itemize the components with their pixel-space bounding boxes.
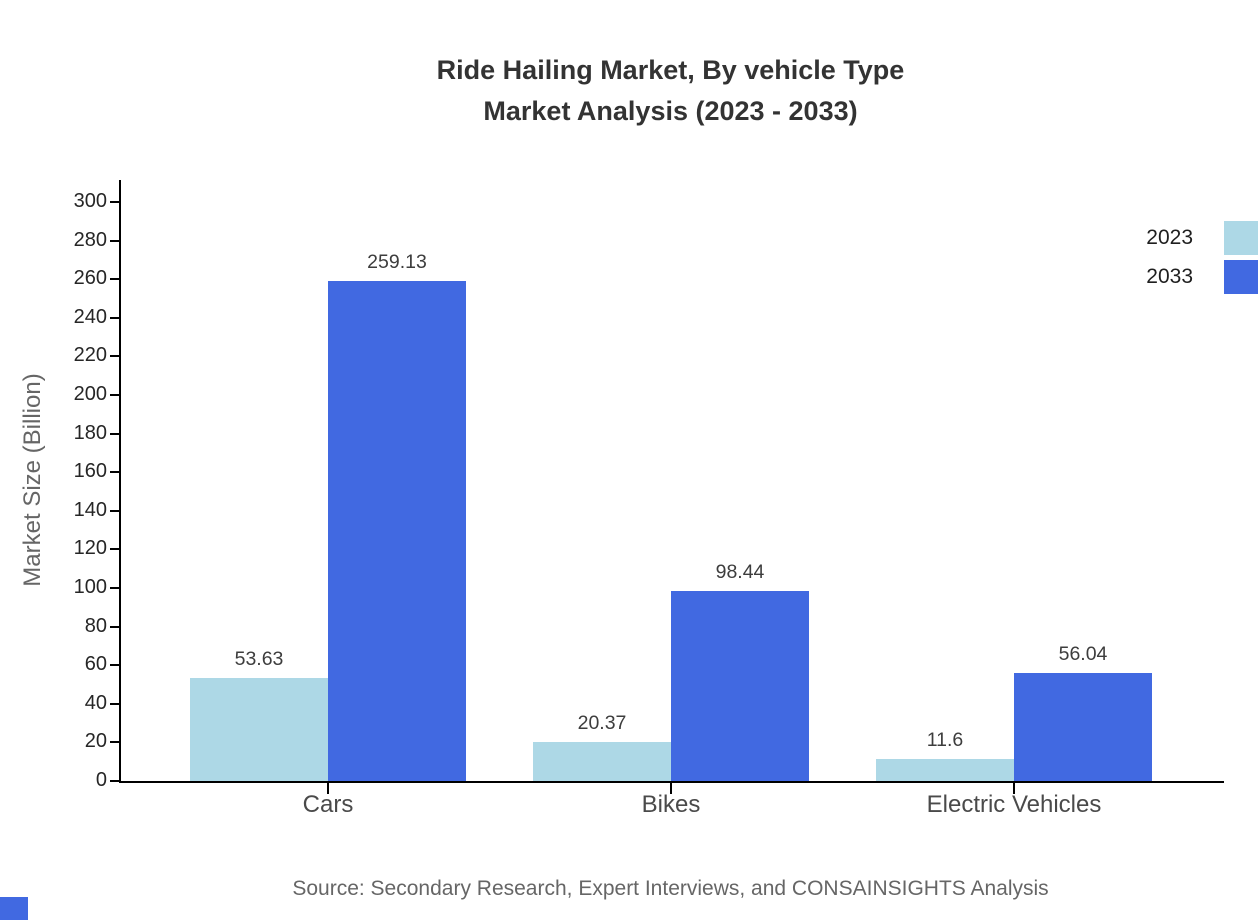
chart-title-line-2: Market Analysis (2023 - 2033) — [483, 96, 858, 126]
bar-2033-bikes — [671, 591, 809, 781]
legend-item-2033: 2033 — [1146, 260, 1258, 294]
y-axis-tick-label: 140 — [73, 498, 107, 521]
y-axis-tick — [110, 741, 119, 744]
y-axis-tick — [110, 355, 119, 358]
y-axis-tick-label: 100 — [73, 576, 107, 598]
bar-value-label: 11.6 — [926, 728, 964, 751]
y-axis-tick — [110, 780, 119, 782]
x-axis-tick — [670, 783, 672, 794]
y-axis-tick-label: 200 — [73, 383, 107, 405]
bar-2033-electric-vehicles — [1014, 672, 1152, 781]
bar-2023-bikes — [533, 741, 671, 781]
y-axis-tick — [110, 278, 119, 281]
y-axis-tick-label: 160 — [73, 460, 107, 483]
bar-2033-cars — [328, 280, 466, 781]
y-axis-tick-label: 20 — [84, 730, 107, 753]
x-axis-tick — [1013, 783, 1015, 794]
y-axis-tick-label: 0 — [95, 769, 107, 791]
y-axis-tick — [110, 509, 119, 512]
legend-item-2023: 2023 — [1146, 221, 1258, 255]
y-axis-tick — [110, 432, 119, 435]
y-axis-tick-label: 280 — [73, 228, 107, 251]
plot-area: 0 20 40 60 80 100 120 140 160 180 200 220 240 260 280 3… — [74, 180, 1224, 818]
y-axis-tick-label: 300 — [73, 190, 107, 212]
y-axis-tick-label: 120 — [73, 537, 107, 560]
y-axis-tick-label: 220 — [73, 344, 107, 367]
bar-value-label: 53.63 — [234, 647, 284, 670]
y-axis-tick-label: 240 — [73, 305, 107, 328]
x-axis-category-label: Cars — [302, 791, 354, 818]
legend-swatch-2033 — [1224, 260, 1258, 294]
y-axis-tick — [110, 239, 119, 242]
y-axis-tick — [110, 316, 119, 319]
y-axis-tick — [110, 625, 119, 628]
bar-value-label: 259.13 — [367, 250, 427, 273]
x-axis-category-label: Bikes — [641, 791, 701, 818]
legend: 2023 2033 — [1146, 221, 1258, 294]
y-axis-tick-label: 40 — [84, 691, 107, 714]
y-axis-tick — [110, 587, 119, 589]
y-axis-tick — [110, 702, 119, 705]
legend-swatch-2023 — [1224, 221, 1258, 255]
chart-title: Ride Hailing Market, By vehicle Type Mar… — [119, 50, 1222, 132]
legend-label-2033: 2033 — [1146, 265, 1193, 288]
bar-2023-electric-vehicles — [876, 758, 1014, 781]
x-axis-tick — [327, 783, 329, 794]
y-axis-tick — [110, 664, 119, 667]
y-axis-tick — [110, 548, 119, 551]
bar-2023-cars — [190, 677, 328, 781]
source-attribution: Source: Secondary Research, Expert Inter… — [292, 877, 1049, 900]
legend-label-2023: 2023 — [1146, 226, 1193, 249]
y-axis-tick — [110, 471, 119, 474]
chart-title-line-1: Ride Hailing Market, By vehicle Type — [436, 55, 905, 85]
y-axis-tick-label: 60 — [84, 653, 107, 676]
y-axis-tick-label: 80 — [84, 614, 107, 637]
y-axis-tick-label: 260 — [73, 267, 107, 290]
bar-value-label: 56.04 — [1058, 642, 1108, 665]
y-axis-tick — [110, 394, 119, 396]
y-axis-tick — [110, 201, 119, 203]
bar-value-label: 98.44 — [715, 561, 765, 584]
x-axis-category-label: Electric Vehicles — [926, 791, 1102, 818]
bar-value-label: 20.37 — [577, 711, 627, 734]
y-axis-tick-label: 180 — [73, 421, 107, 444]
brand-mark — [0, 897, 28, 920]
